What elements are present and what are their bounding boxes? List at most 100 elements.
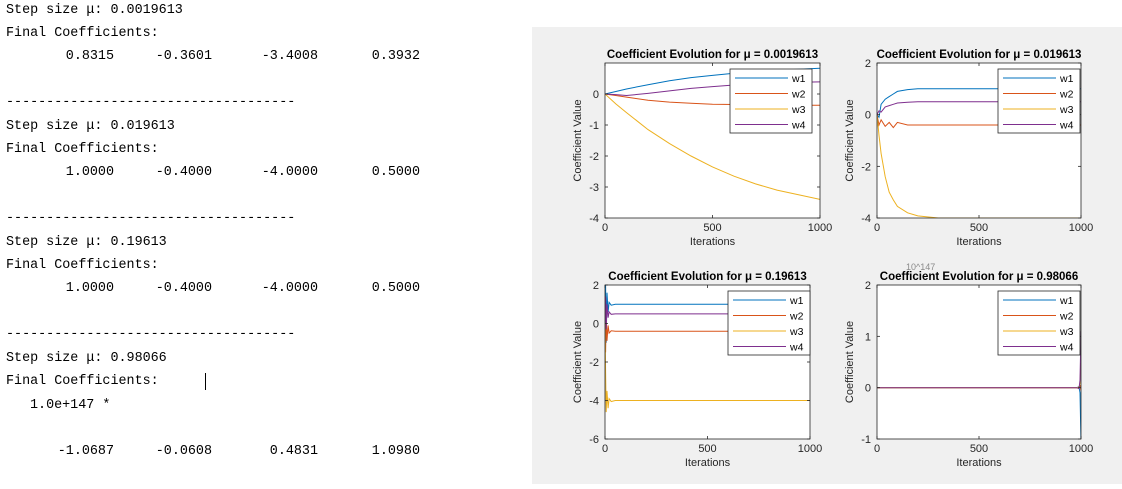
series-line-w3: [605, 93, 820, 200]
legend-label-w3: w3: [789, 326, 804, 338]
coefficient-value: 1.0000: [65, 281, 114, 296]
coefficient-value: 1.0000: [65, 165, 114, 180]
legend-label-w3: w3: [791, 104, 806, 116]
x-tick-label: 1000: [1069, 443, 1093, 455]
scale-factor: 1.0e+147 *: [30, 398, 111, 413]
coefficient-value: -4.0000: [261, 281, 318, 296]
legend-label-w3: w3: [1059, 326, 1074, 338]
y-tick-label: 2: [593, 280, 599, 292]
y-tick-label: -3: [589, 182, 599, 194]
y-tick-label: 2: [865, 58, 871, 70]
x-tick-label: 0: [602, 222, 608, 234]
legend-label-w4: w4: [789, 342, 804, 354]
x-tick-label: 500: [970, 222, 988, 234]
series-line-w3: [605, 323, 810, 413]
step-size-line: Step size μ: 0.19613: [6, 235, 167, 250]
coefficient-value: -0.4000: [155, 281, 212, 296]
y-tick-label: 0: [593, 319, 599, 331]
final-coefficients-label: Final Coefficients:: [6, 374, 159, 389]
y-tick-label: -4: [861, 213, 871, 225]
coefficient-value: 1.0980: [371, 444, 420, 459]
step-size-line: Step size μ: 0.98066: [6, 351, 167, 366]
legend-label-w2: w2: [791, 89, 806, 101]
coefficient-value: 0.5000: [371, 281, 420, 296]
y-tick-label: 1: [865, 331, 871, 343]
x-tick-label: 1000: [808, 222, 832, 234]
coefficient-value: -0.0608: [155, 444, 212, 459]
legend-label-w3: w3: [1059, 104, 1074, 116]
y-tick-label: -4: [589, 396, 599, 408]
y-axis-label: Coefficient Value: [572, 321, 584, 403]
chart-title: Coefficient Evolution for μ = 0.0019613: [607, 49, 818, 61]
y-axis-label: Coefficient Value: [844, 321, 856, 403]
command-window[interactable]: Step size μ: 0.0019613 Final Coefficient…: [0, 0, 540, 484]
chart-3: 0 500 1000 -6 -4 -2 0 2 Coefficient Evolution fo…: [572, 271, 822, 469]
x-axis-label: Iterations: [956, 457, 1002, 469]
chart-title: Coefficient Evolution for μ = 0.98066: [880, 271, 1078, 283]
legend-label-w2: w2: [789, 311, 804, 323]
step-size-line: Step size μ: 0.0019613: [6, 3, 183, 18]
legend-label-w2: w2: [1059, 311, 1074, 323]
x-tick-label: 0: [874, 443, 880, 455]
y-tick-label: -4: [589, 213, 599, 225]
coefficient-value: -3.4008: [261, 49, 318, 64]
y-tick-label: 0: [593, 89, 599, 101]
x-tick-label: 0: [602, 443, 608, 455]
axis-exponent-label: 10^147: [906, 262, 935, 272]
legend-box: [727, 290, 811, 356]
legend-label-w4: w4: [1059, 342, 1074, 354]
x-tick-label: 500: [698, 443, 716, 455]
coefficient-value: 0.8315: [65, 49, 114, 64]
legend-box: [729, 68, 813, 134]
coefficient-value: 0.4831: [269, 444, 318, 459]
series-line-w2: [877, 114, 1081, 129]
legend-label-w1: w1: [1059, 295, 1074, 307]
text-cursor: [205, 373, 206, 390]
legend-box: [997, 68, 1081, 134]
final-coefficients-label: Final Coefficients:: [6, 26, 159, 41]
y-tick-label: 0: [865, 110, 871, 122]
y-tick-label: 2: [865, 280, 871, 292]
legend-label-w1: w1: [1059, 73, 1074, 85]
coefficient-value: -1.0687: [57, 444, 114, 459]
legend-label-w1: w1: [791, 73, 806, 85]
y-axis-label: Coefficient Value: [572, 99, 584, 181]
final-coefficients-label: Final Coefficients:: [6, 258, 159, 273]
x-tick-label: 500: [703, 222, 721, 234]
step-size-line: Step size μ: 0.019613: [6, 119, 175, 134]
x-axis-label: Iterations: [685, 457, 731, 469]
final-coefficients-label: Final Coefficients:: [6, 142, 159, 157]
series-line-w4: [877, 101, 1081, 115]
chart-1: 0 500 1000 -4 -3 -2 -1 0 Coefficient Evolution f…: [572, 49, 832, 248]
series-line-w3: [877, 114, 1081, 218]
series-line-w2: [605, 313, 810, 353]
legend-box: [997, 290, 1081, 356]
chart-title: Coefficient Evolution for μ = 0.19613: [608, 271, 806, 283]
legend-label-w4: w4: [791, 120, 806, 132]
x-axis-label: Iterations: [956, 236, 1002, 248]
series-line-w1: [877, 88, 1081, 119]
y-tick-label: -2: [589, 151, 599, 163]
series-line-w4: [877, 331, 1081, 390]
y-tick-label: -1: [861, 434, 871, 446]
y-tick-label: -2: [861, 161, 871, 173]
legend-label-w2: w2: [1059, 89, 1074, 101]
y-tick-label: 0: [865, 383, 871, 395]
figure-window[interactable]: 0 500 1000 -4 -3 -2 -1 0 Coefficient Evolution f…: [532, 27, 1122, 484]
y-tick-label: -2: [589, 357, 599, 369]
x-tick-label: 0: [874, 222, 880, 234]
coefficient-value: -0.4000: [155, 165, 212, 180]
coefficient-value: 0.3932: [371, 49, 420, 64]
y-tick-label: -1: [589, 120, 599, 132]
legend-label-w4: w4: [1059, 120, 1074, 132]
coefficient-value: 0.5000: [371, 165, 420, 180]
series-line-w4: [605, 296, 810, 330]
chart-title: Coefficient Evolution for μ = 0.019613: [877, 49, 1082, 61]
coefficient-value: -0.3601: [155, 49, 212, 64]
x-tick-label: 500: [970, 443, 988, 455]
legend-label-w1: w1: [789, 295, 804, 307]
y-tick-label: -6: [589, 434, 599, 446]
x-tick-label: 1000: [1069, 222, 1093, 234]
